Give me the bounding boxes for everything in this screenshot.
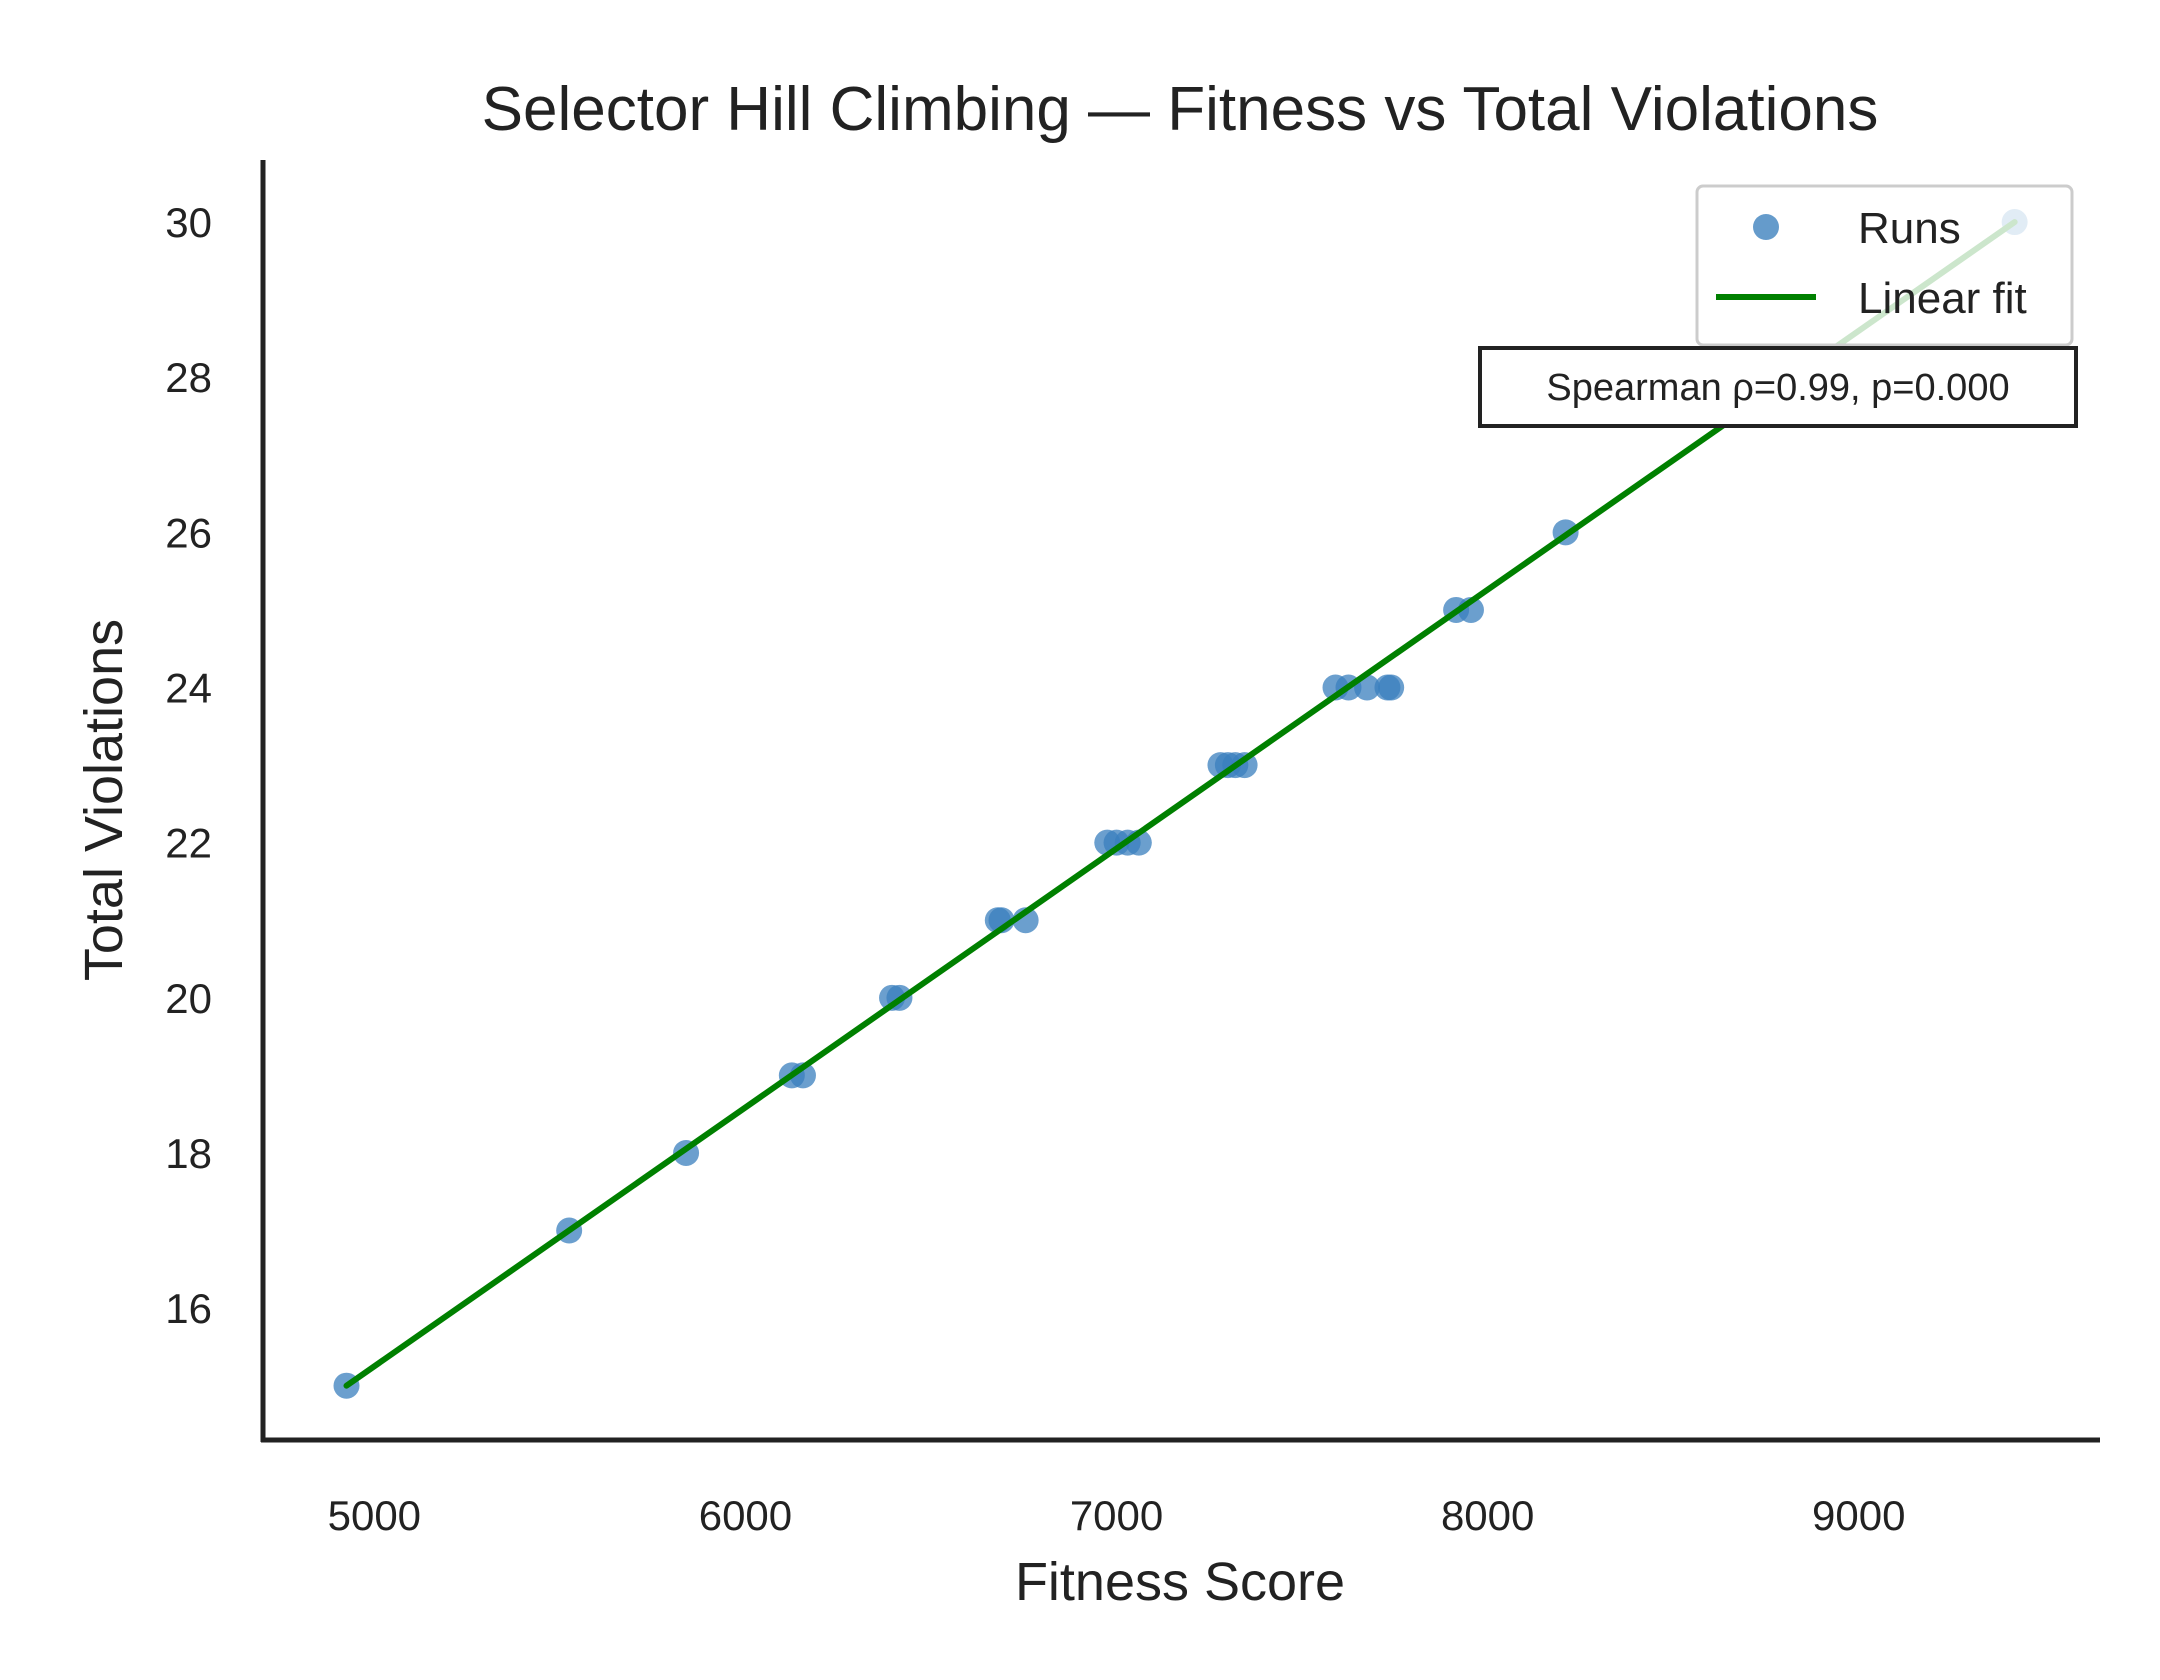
legend-fit-label: Linear fit: [1858, 274, 2027, 323]
y-tick-label: 16: [165, 1285, 212, 1332]
legend-runs-label: Runs: [1858, 204, 1961, 253]
annotation-box: [1478, 346, 2078, 428]
stats-annotation: Spearman ρ=0.99, p=0.000: [1478, 346, 2078, 428]
legend: Runs Linear fit: [1695, 184, 2074, 347]
annotation-text: Spearman ρ=0.99, p=0.000: [1546, 367, 2009, 409]
y-tick-label: 20: [165, 975, 212, 1022]
x-tick-label: 7000: [1070, 1492, 1163, 1539]
y-tick-label: 22: [165, 820, 212, 867]
data-point: [1378, 674, 1405, 701]
tick-layer: 5000 6000 7000 8000 9000 16 18 20 22 24 26 28 30: [165, 199, 1905, 1539]
y-tick-label: 28: [165, 354, 212, 401]
legend-runs-marker: [1753, 214, 1779, 240]
y-tick-label: 26: [165, 509, 212, 556]
legend-box: [1695, 184, 2074, 347]
x-axis-label: Fitness Score: [1015, 1552, 1345, 1612]
y-tick-label: 18: [165, 1130, 212, 1177]
y-axis-label: Total Violations: [74, 619, 134, 981]
data-point: [1231, 752, 1258, 779]
y-tick-label: 24: [165, 665, 212, 712]
chart-title: Selector Hill Climbing — Fitness vs Tota…: [482, 75, 1879, 144]
x-tick-label: 9000: [1812, 1492, 1905, 1539]
x-tick-label: 8000: [1441, 1492, 1534, 1539]
x-tick-label: 5000: [328, 1492, 421, 1539]
x-tick-label: 6000: [699, 1492, 792, 1539]
y-tick-label: 30: [165, 199, 212, 246]
